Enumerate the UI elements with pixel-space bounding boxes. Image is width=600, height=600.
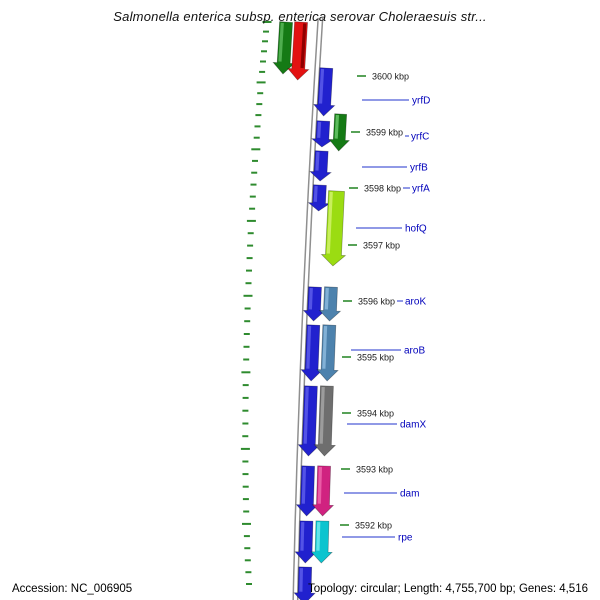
gene-arrow-feature-1[interactable] <box>286 21 311 81</box>
gene-arrow-highlight <box>301 467 307 504</box>
gene-arrow-body <box>294 520 317 564</box>
ruler-tick-label: 3594 kbp <box>357 409 394 419</box>
ruler-tick-label: 3596 kbp <box>358 297 395 307</box>
gene-arrow-body <box>316 324 339 382</box>
gene-arrow-highlight <box>317 467 323 504</box>
gene-arrow-dam[interactable] <box>311 465 335 517</box>
gene-arrow-highlight <box>303 387 309 444</box>
backbone-arc-inner <box>293 17 322 600</box>
gene-arrow-highlight <box>324 287 329 310</box>
gene-arrow-yrfA[interactable] <box>307 184 331 212</box>
ruler-tick-label: 3600 kbp <box>372 72 409 82</box>
gene-arrow-highlight <box>299 568 304 592</box>
gene-arrow-body <box>307 184 331 212</box>
gene-arrow-feature-4[interactable] <box>328 113 351 152</box>
ruler-tick-label: 3597 kbp <box>363 241 400 251</box>
gene-label-hofQ[interactable]: hofQ <box>405 224 427 235</box>
gene-arrow-body <box>312 67 336 117</box>
gene-arrow-highlight <box>334 114 340 139</box>
gene-label-aroB[interactable]: aroB <box>404 346 425 357</box>
status-accession: Accession: NC_006905 <box>12 583 133 595</box>
feature-ring-dashes <box>240 21 272 585</box>
gene-arrow-highlight <box>326 191 333 254</box>
gene-arrow-body <box>295 465 319 517</box>
gene-arrow-highlight <box>315 151 320 171</box>
gene-arrow-highlight <box>278 22 284 62</box>
gene-arrow-highlight <box>318 68 325 104</box>
gene-arrow-body <box>300 324 323 382</box>
gene-label-yrfA[interactable]: yrfA <box>412 184 430 195</box>
gene-arrow-feature-14[interactable] <box>295 465 319 517</box>
gene-arrow-yrfD[interactable] <box>312 67 337 117</box>
gene-arrow-yrfB[interactable] <box>309 150 333 182</box>
gene-arrow-rpe[interactable] <box>310 520 333 564</box>
gene-label-yrfD[interactable]: yrfD <box>412 96 430 107</box>
map-title: Salmonella enterica subsp. enterica sero… <box>113 9 487 24</box>
gene-arrow-highlight <box>300 522 305 551</box>
gene-arrow-damX[interactable] <box>313 385 337 457</box>
gene-arrow-highlight <box>313 185 318 202</box>
gene-label-aroK[interactable]: aroK <box>405 297 426 308</box>
gene-arrow-body <box>318 286 342 322</box>
gene-label-rpe[interactable]: rpe <box>398 533 413 544</box>
ruler-tick-label: 3599 kbp <box>366 128 403 138</box>
ruler-tick-label: 3598 kbp <box>364 184 401 194</box>
gene-label-yrfC[interactable]: yrfC <box>411 132 429 143</box>
status-bar: Accession: NC_006905 Topology: circular;… <box>0 583 600 595</box>
gene-arrow-body <box>293 566 316 600</box>
gene-arrow-highlight <box>319 387 325 444</box>
gene-arrow-feature-8[interactable] <box>302 286 326 322</box>
gene-arrow-hofQ[interactable] <box>320 190 349 267</box>
gene-arrow-body <box>310 120 334 148</box>
gene-arrow-aroK[interactable] <box>318 286 342 322</box>
gene-arrow-body <box>297 385 321 457</box>
status-summary: Topology: circular; Length: 4,755,700 bp… <box>307 583 588 595</box>
gene-arrow-body <box>310 520 333 564</box>
gene-arrow-highlight <box>317 121 322 138</box>
gene-arrow-body <box>302 286 326 322</box>
gene-arrow-highlight <box>316 522 321 551</box>
gene-arrow-body <box>309 150 333 182</box>
gene-arrow-highlight <box>306 326 312 369</box>
gene-arrow-aroB[interactable] <box>316 324 340 382</box>
gene-label-damX[interactable]: damX <box>400 420 426 431</box>
gene-arrow-highlight <box>308 287 313 310</box>
gene-arrow-body <box>328 113 351 152</box>
gene-label-dam[interactable]: dam <box>400 489 419 500</box>
gene-arrow-yrfC[interactable] <box>310 120 334 148</box>
gene-arrow-feature-12[interactable] <box>297 385 321 457</box>
ruler-tick-label: 3592 kbp <box>355 521 392 531</box>
gene-arrow-feature-16[interactable] <box>294 520 317 564</box>
gene-arrow-body <box>313 385 337 457</box>
gene-arrow-highlight <box>322 326 328 369</box>
gene-arrow-highlight <box>300 23 307 69</box>
gene-label-yrfB[interactable]: yrfB <box>410 163 428 174</box>
ruler-tick-label: 3593 kbp <box>356 465 393 475</box>
ruler-tick-label: 3595 kbp <box>357 353 394 363</box>
gene-arrow-feature-18[interactable] <box>293 566 316 600</box>
gene-arrow-body <box>311 465 335 517</box>
gene-arrow-feature-10[interactable] <box>300 324 324 382</box>
